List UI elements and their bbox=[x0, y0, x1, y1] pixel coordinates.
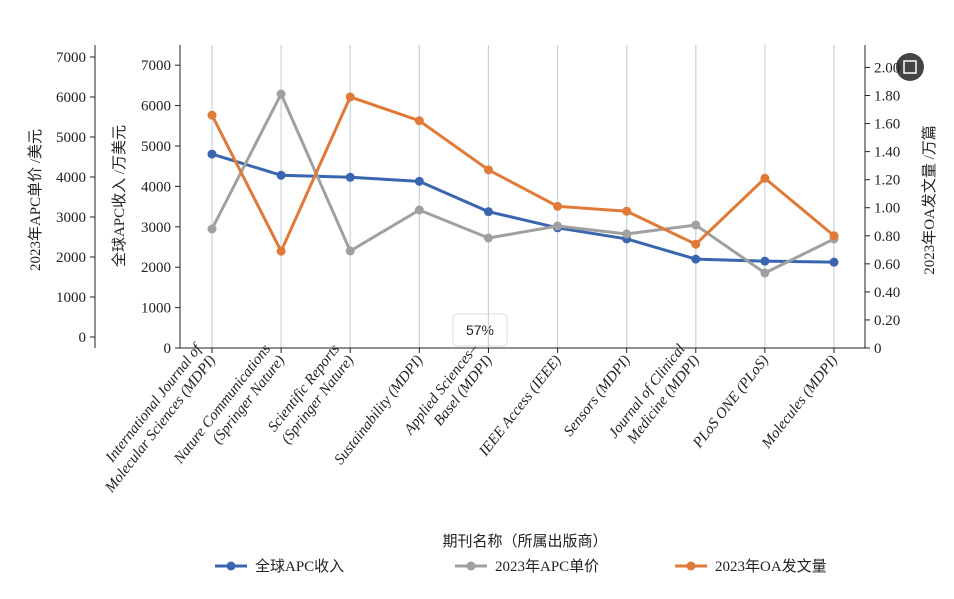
point bbox=[207, 224, 217, 234]
point bbox=[483, 165, 493, 175]
tick-label: 4000 bbox=[141, 179, 171, 195]
tick-label: 5000 bbox=[141, 139, 171, 155]
point bbox=[829, 231, 839, 241]
legend-label: 2023年OA发文量 bbox=[715, 558, 827, 575]
tick-label: 0.40 bbox=[874, 285, 900, 301]
tick-label: 2000 bbox=[141, 260, 171, 276]
tick-label: 6000 bbox=[56, 90, 86, 106]
x-tick-label: Molecules (MDPI) bbox=[758, 353, 841, 453]
tick-label: 6000 bbox=[141, 99, 171, 115]
point bbox=[414, 176, 424, 186]
point bbox=[691, 220, 701, 230]
tick-label: 1.40 bbox=[874, 145, 900, 161]
legend-marker bbox=[466, 561, 476, 571]
tick-label: 0.20 bbox=[874, 313, 900, 329]
point bbox=[276, 246, 286, 256]
x-axis-label: 期刊名称（所属出版商） bbox=[442, 533, 607, 550]
tick-label: 2.00 bbox=[874, 60, 900, 76]
point bbox=[276, 170, 286, 180]
zoom-label: 57% bbox=[466, 322, 494, 338]
point bbox=[553, 201, 563, 211]
point bbox=[553, 221, 563, 231]
legend-marker bbox=[226, 561, 236, 571]
tick-label: 3000 bbox=[141, 220, 171, 236]
tick-label: 5000 bbox=[56, 130, 86, 146]
tick-label: 0.60 bbox=[874, 257, 900, 273]
point bbox=[760, 256, 770, 266]
legend-marker bbox=[686, 561, 696, 571]
point bbox=[414, 116, 424, 126]
zoom-badge: 57% bbox=[452, 313, 508, 347]
image-button[interactable] bbox=[896, 53, 924, 81]
tick-label: 0 bbox=[79, 330, 87, 346]
point bbox=[691, 239, 701, 249]
point bbox=[622, 229, 632, 239]
point bbox=[483, 207, 493, 217]
legend-label: 2023年APC单价 bbox=[495, 558, 599, 575]
tick-label: 1.60 bbox=[874, 117, 900, 133]
legend-label: 全球APC收入 bbox=[255, 557, 344, 575]
tick-label: 0 bbox=[874, 341, 882, 357]
tick-label: 0.80 bbox=[874, 229, 900, 245]
series-line bbox=[210, 95, 835, 255]
tick-label: 7000 bbox=[56, 50, 86, 66]
y-axis-label: 全球APC收入 /万美元 bbox=[110, 125, 128, 267]
tick-label: 7000 bbox=[141, 58, 171, 74]
series-line bbox=[211, 152, 835, 264]
tick-label: 3000 bbox=[56, 210, 86, 226]
point bbox=[207, 110, 217, 120]
tick-label: 1000 bbox=[141, 301, 171, 317]
point bbox=[760, 173, 770, 183]
point bbox=[207, 149, 217, 159]
x-tick-label: PLoS ONE (PLoS) bbox=[690, 353, 772, 452]
point bbox=[829, 257, 839, 267]
point bbox=[691, 254, 701, 264]
tick-label: 0 bbox=[164, 341, 172, 357]
tick-label: 1000 bbox=[56, 290, 86, 306]
tick-label: 2000 bbox=[56, 250, 86, 266]
y2-axis-label: 2023年OA发文量 /万篇 bbox=[920, 125, 938, 275]
tick-label: 1.00 bbox=[874, 201, 900, 217]
series-line bbox=[210, 90, 835, 275]
tick-label: 4000 bbox=[56, 170, 86, 186]
point bbox=[345, 246, 355, 256]
badge-box bbox=[452, 313, 508, 347]
point bbox=[760, 268, 770, 278]
point bbox=[483, 233, 493, 243]
point bbox=[345, 92, 355, 102]
point bbox=[622, 206, 632, 216]
point bbox=[345, 172, 355, 182]
tick-label: 1.80 bbox=[874, 89, 900, 105]
point bbox=[276, 89, 286, 99]
point bbox=[414, 205, 424, 215]
y3-axis-label: 2023年APC单价 /美元 bbox=[27, 129, 44, 271]
tick-label: 1.20 bbox=[874, 173, 900, 189]
